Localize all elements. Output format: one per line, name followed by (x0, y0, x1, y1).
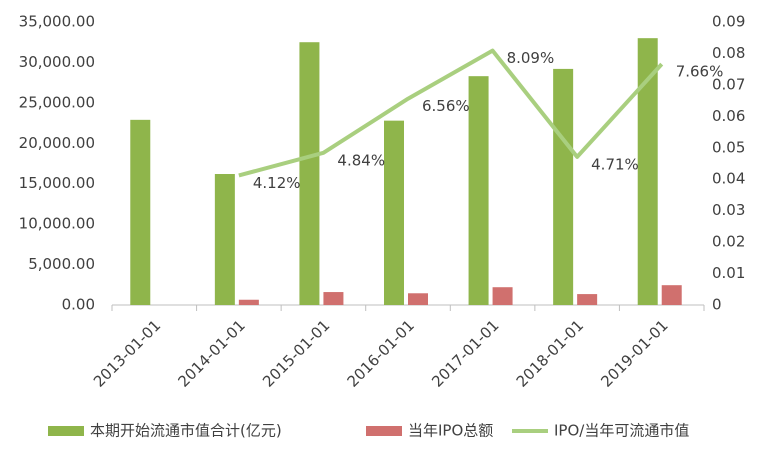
x-tick-label: 2017-01-01 (428, 316, 502, 390)
y-tick-label: 15,000.00 (19, 174, 95, 192)
bar (214, 174, 235, 305)
bar (637, 38, 658, 306)
bar (299, 42, 320, 305)
y2-tick-label: 0.03 (712, 201, 745, 219)
y-tick-label: 5,000.00 (28, 255, 95, 273)
bar (577, 294, 598, 305)
legend-label: 当年IPO总额 (408, 422, 493, 440)
x-tick-label: 2018-01-01 (513, 316, 587, 390)
y-tick-label: 20,000.00 (19, 134, 95, 152)
bar (130, 119, 151, 305)
legend-label: 本期开始流通市值合计(亿元) (90, 422, 282, 440)
data-label: 7.66% (676, 63, 724, 81)
bar (492, 287, 513, 305)
x-tick-label: 2015-01-01 (259, 316, 333, 390)
bar (553, 68, 574, 305)
y-tick-label: 10,000.00 (19, 215, 95, 233)
y-tick-label: 0.00 (62, 296, 95, 314)
y2-tick-label: 0.09 (712, 13, 745, 31)
x-tick-label: 2014-01-01 (174, 316, 248, 390)
x-tick-label: 2016-01-01 (344, 316, 418, 390)
bar (468, 76, 489, 305)
bar (661, 285, 682, 305)
data-label: 4.12% (253, 174, 301, 192)
y2-tick-label: 0.08 (712, 44, 745, 62)
y-tick-label: 25,000.00 (19, 93, 95, 111)
y2-tick-label: 0.07 (712, 75, 745, 93)
bar (323, 292, 344, 305)
line (238, 48, 664, 178)
data-label: 4.84% (337, 151, 385, 169)
y2-tick-label: 0.04 (712, 170, 745, 188)
x-tick-label: 2013-01-01 (90, 316, 164, 390)
x-tick-label: 2019-01-01 (597, 316, 671, 390)
y2-tick-label: 0 (712, 296, 722, 314)
y-tick-label: 30,000.00 (19, 53, 95, 71)
y2-tick-label: 0.06 (712, 107, 745, 125)
bar (408, 293, 428, 305)
legend-label: IPO/当年可流通市值 (554, 422, 689, 440)
legend-swatch (48, 426, 84, 436)
y2-tick-label: 0.02 (712, 233, 745, 251)
data-label: 6.56% (422, 97, 470, 115)
bar (384, 120, 404, 305)
data-label: 8.09% (507, 49, 555, 67)
y2-tick-label: 0.01 (712, 264, 745, 282)
legend-swatch (366, 426, 402, 436)
y-tick-label: 35,000.00 (19, 13, 95, 31)
data-label: 4.71% (591, 155, 639, 173)
y2-tick-label: 0.05 (712, 138, 745, 156)
bar (238, 299, 259, 305)
